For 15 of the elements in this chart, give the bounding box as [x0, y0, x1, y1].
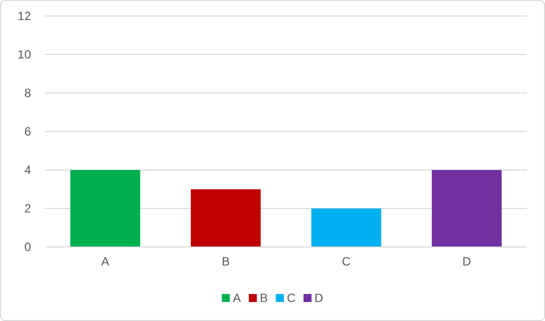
legend-label: B — [260, 291, 268, 305]
legend-label: D — [314, 291, 324, 305]
legend-label: C — [286, 291, 296, 305]
x-tick-label: A — [101, 254, 110, 269]
y-tick-label: 4 — [24, 162, 32, 177]
y-tick-label: 0 — [24, 240, 32, 254]
y-tick-label: 10 — [18, 47, 32, 62]
y-tick-label: 12 — [18, 8, 32, 23]
legend-label: A — [232, 291, 241, 305]
y-tick-label: 6 — [24, 124, 32, 138]
x-tick-label: C — [342, 254, 351, 269]
x-tick-label: D — [462, 254, 472, 269]
y-tick-label: 2 — [24, 201, 32, 216]
x-tick-label: B — [222, 254, 230, 269]
y-tick-label: 8 — [24, 86, 32, 100]
